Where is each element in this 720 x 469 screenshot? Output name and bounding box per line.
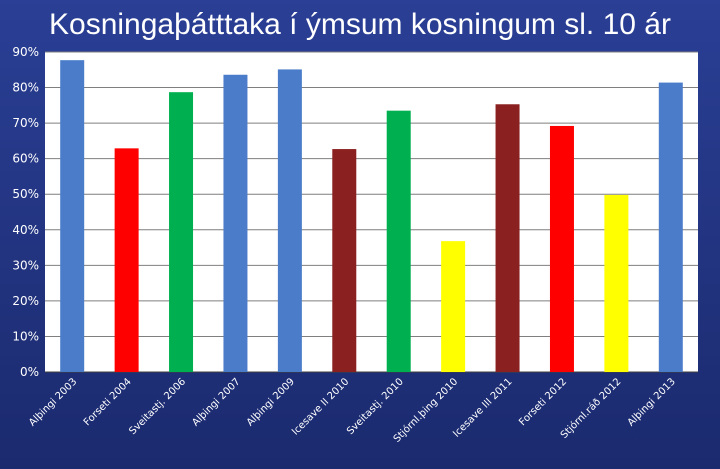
y-tick-label: 70% — [12, 116, 39, 130]
x-tick-label: Alþingi 2013 — [626, 376, 678, 428]
x-tick-label: Sveitastj. 2010 — [345, 376, 406, 437]
bar — [604, 194, 629, 372]
x-tick-label: Sveitastj. 2006 — [127, 376, 188, 437]
bar — [441, 241, 466, 372]
chart-title: Kosningaþátttaka í ýmsum kosningum sl. 1… — [49, 8, 671, 41]
bar — [658, 82, 683, 373]
y-tick-label: 0% — [20, 365, 39, 379]
bar — [332, 149, 357, 372]
bar — [114, 148, 139, 372]
x-tick-label: Forseti 2004 — [82, 376, 134, 428]
x-tick-label: Icesave III 2011 — [451, 376, 514, 439]
x-tick-label: Forseti 2012 — [517, 376, 569, 428]
bar — [386, 110, 411, 373]
y-tick-label: 60% — [12, 152, 39, 166]
y-tick-label: 30% — [12, 258, 39, 272]
y-axis-ticks: 0% 10% 20% 30% 40% 50% 60% 70% 80% 90% — [12, 45, 39, 379]
bars — [60, 60, 683, 373]
x-tick-label: Stjórnl.ráð 2012 — [558, 376, 623, 441]
y-tick-label: 50% — [12, 187, 39, 201]
bar — [495, 104, 520, 373]
gridlines — [45, 51, 698, 373]
y-tick-label: 90% — [12, 45, 39, 59]
x-tick-label: Alþingi 2009 — [245, 376, 297, 428]
bar — [169, 92, 194, 372]
plot-area — [45, 52, 698, 372]
bar — [277, 69, 302, 372]
x-tick-label: Alþingi 2003 — [27, 376, 79, 428]
x-tick-label: Icesave II 2010 — [290, 376, 351, 437]
bar — [60, 60, 85, 373]
y-tick-label: 80% — [12, 81, 39, 95]
bar — [549, 125, 574, 372]
y-tick-label: 10% — [12, 329, 39, 343]
bar — [223, 74, 248, 372]
y-tick-label: 20% — [12, 294, 39, 308]
x-tick-label: Alþingi 2007 — [190, 376, 242, 428]
y-tick-label: 40% — [12, 223, 39, 237]
